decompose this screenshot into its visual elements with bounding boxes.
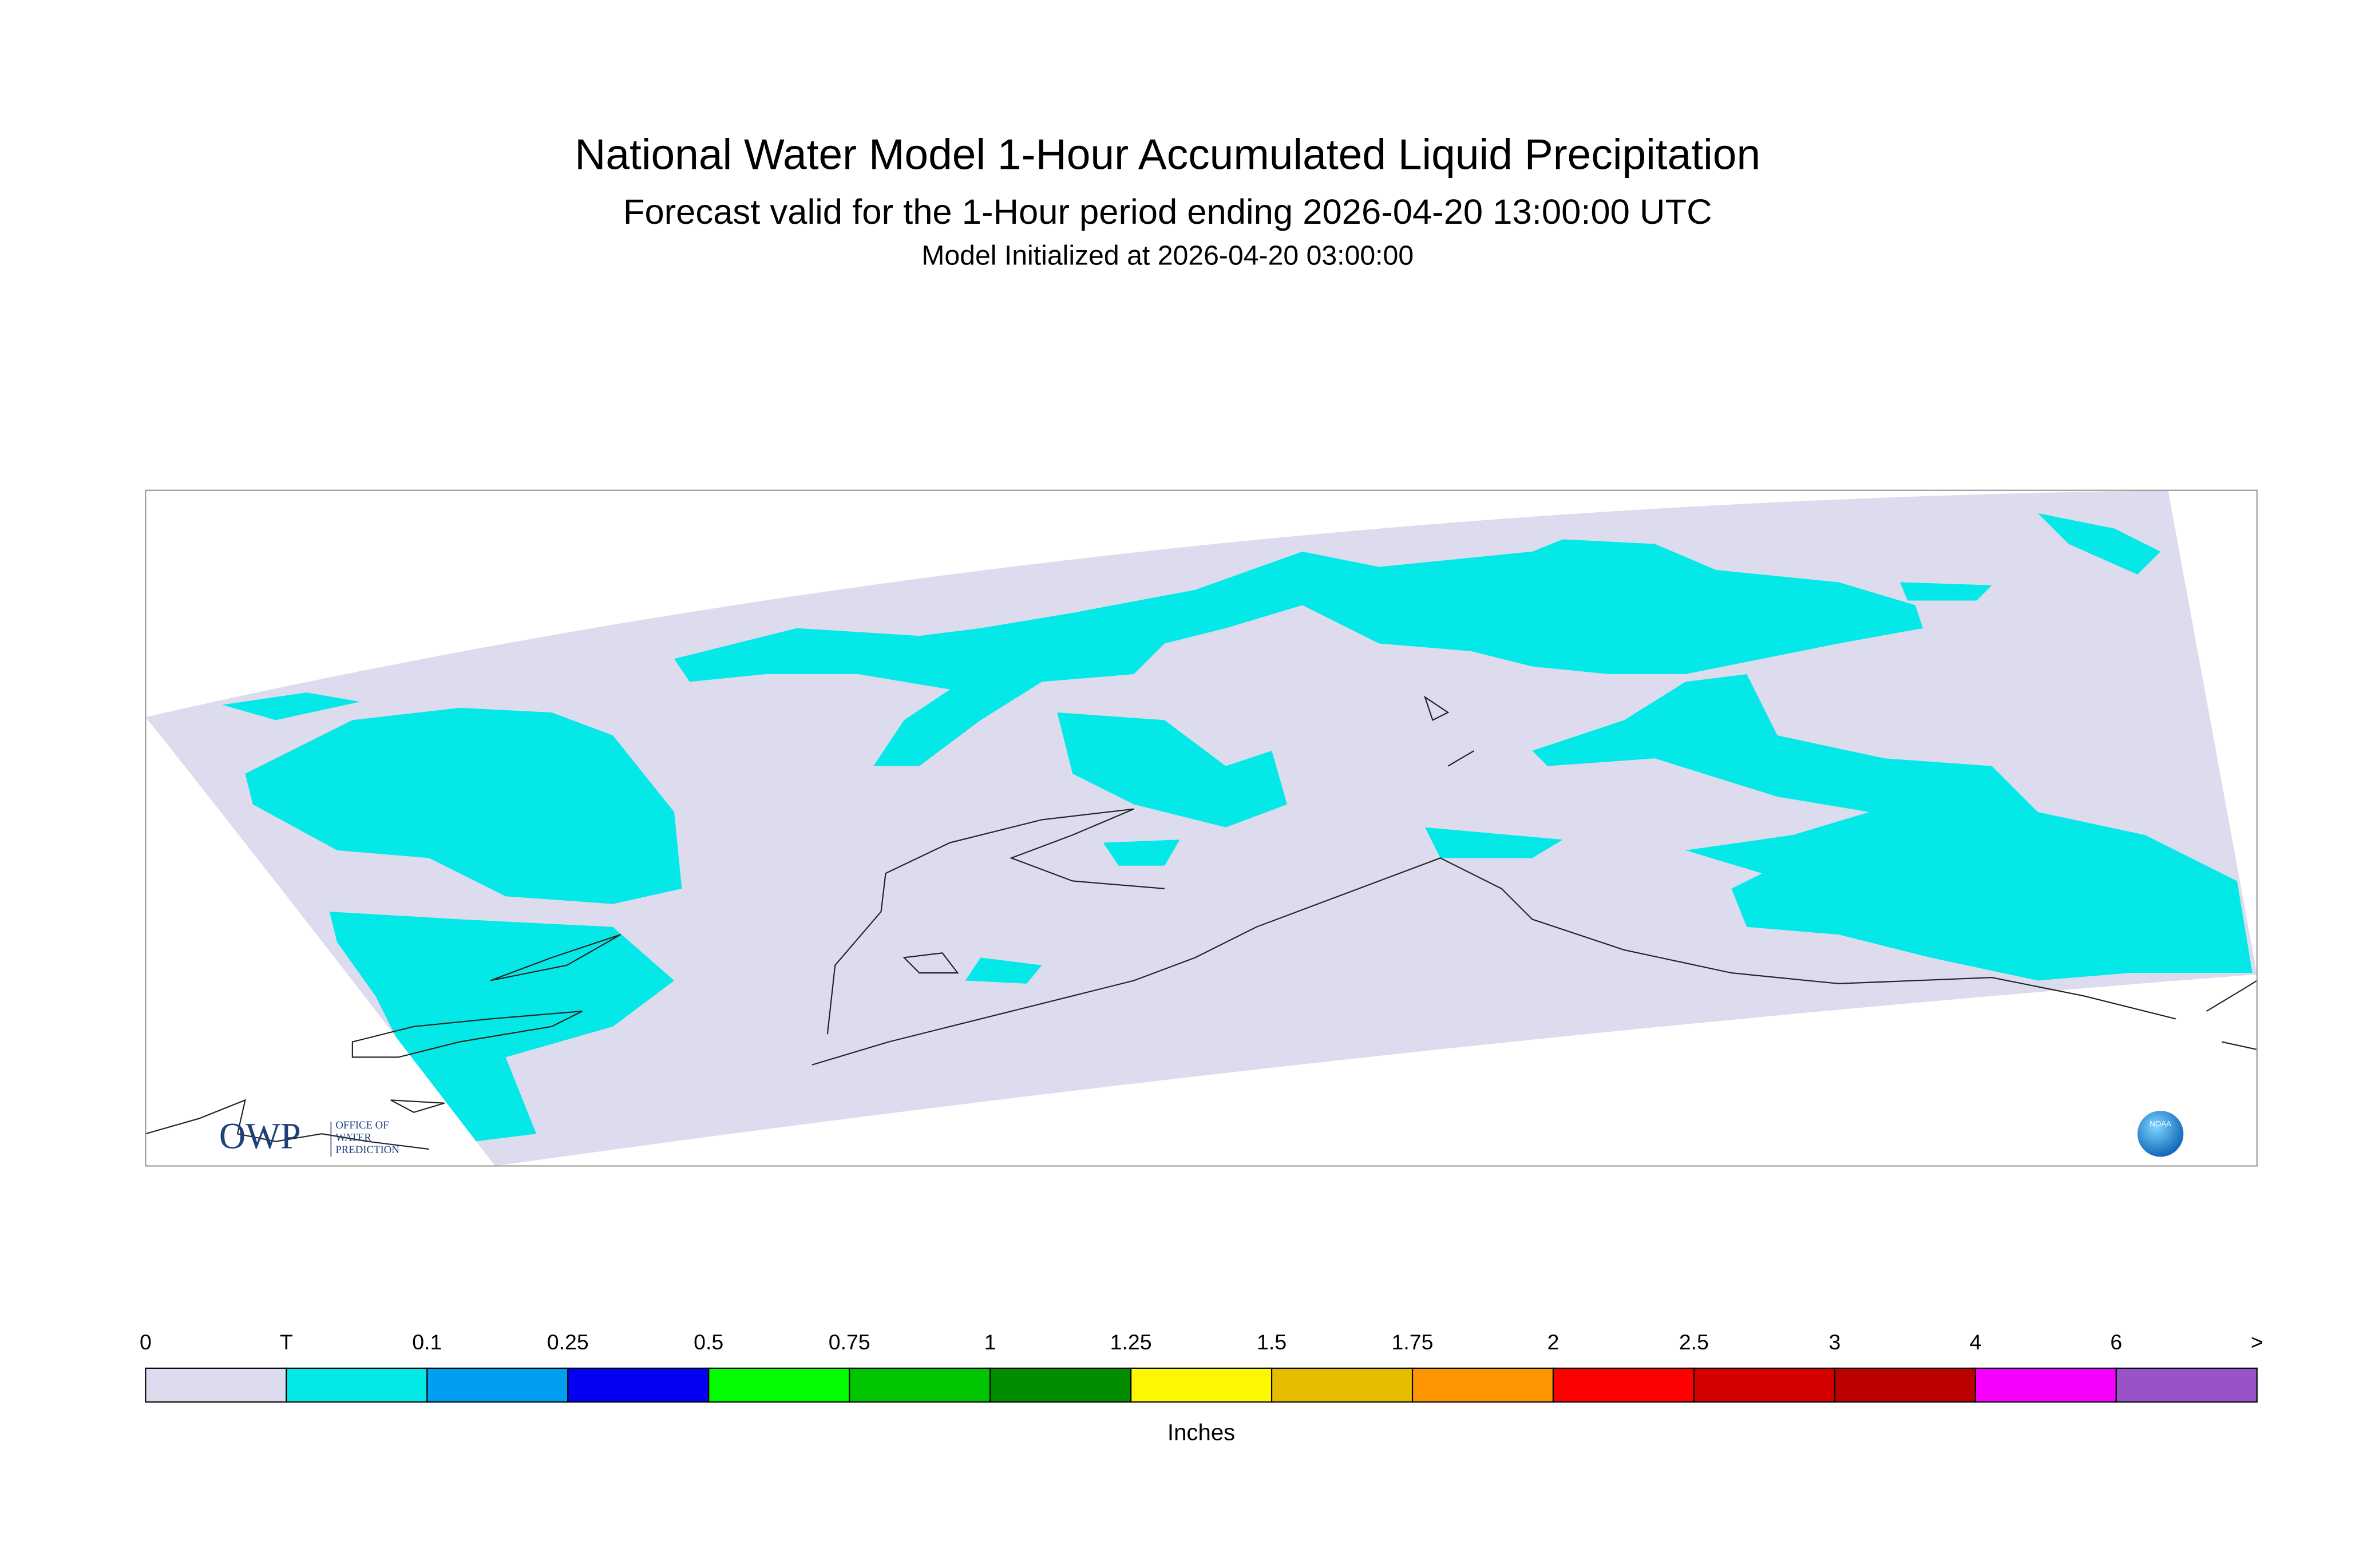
precip-area	[1899, 582, 1992, 601]
precip-area	[329, 912, 675, 1142]
owp-logo: OWP	[219, 1116, 301, 1157]
colorbar-label: 2	[1547, 1330, 1559, 1354]
colorbar-swatch	[1552, 1367, 1695, 1403]
colorbar-swatch	[145, 1367, 287, 1403]
coastlines	[145, 695, 2258, 1150]
colorbar-swatch	[426, 1367, 569, 1403]
coastline	[2206, 980, 2258, 1051]
precip-area	[222, 692, 361, 720]
colorbar-swatch	[849, 1367, 991, 1403]
precip-area	[965, 957, 1042, 984]
colorbar-label: 3	[1828, 1330, 1840, 1354]
colorbar-label: 2.5	[1679, 1330, 1709, 1354]
colorbar-label: 0.1	[412, 1330, 442, 1354]
owp-line: PREDICTION	[335, 1144, 399, 1156]
colorbar-swatch	[286, 1367, 428, 1403]
coastline	[902, 952, 959, 974]
colorbar-label: 0.75	[829, 1330, 870, 1354]
coastline	[490, 934, 621, 981]
colorbar-swatch	[1974, 1367, 2117, 1403]
noaa-text: NOAA	[2150, 1120, 2171, 1129]
precip-area	[674, 539, 1923, 766]
colorbar-label: 0	[140, 1330, 152, 1354]
colorbar: 0 T 0.1 0.25 0.5 0.75 1 1.25 1.5 1.75 2 2.5 3 4 6 >	[140, 1330, 2263, 1403]
precip-area	[245, 707, 682, 904]
colorbar-label: T	[280, 1330, 293, 1354]
colorbar-swatch	[989, 1367, 1132, 1403]
colorbar-swatch	[567, 1367, 710, 1403]
colorbar-swatch	[1130, 1367, 1273, 1403]
colorbar-swatch	[1834, 1367, 1976, 1403]
precip-area	[2037, 513, 2161, 575]
coastline	[826, 808, 1165, 1035]
noaa-logo	[2137, 1111, 2184, 1157]
coastline	[351, 1010, 583, 1058]
colorbar-label: 1	[984, 1330, 996, 1354]
colorbar-label: 6	[2110, 1330, 2122, 1354]
coastline	[812, 857, 2176, 1066]
colorbar-label: 0.5	[694, 1330, 723, 1354]
coastline	[1447, 750, 1475, 767]
precip-area	[1424, 827, 1563, 858]
colorbar-label: 0.25	[547, 1330, 589, 1354]
colorbar-swatch	[1693, 1367, 1835, 1403]
precip-area	[1532, 674, 2253, 981]
colorbar-unit: Inches	[1167, 1420, 1235, 1446]
subtitle: Forecast valid for the 1-Hour period end…	[623, 192, 1712, 232]
coastline	[1423, 695, 1450, 721]
colorbar-label: 1.75	[1392, 1330, 1434, 1354]
owp-line: WATER	[335, 1132, 371, 1144]
coastline	[390, 1099, 445, 1113]
colorbar-swatch	[1271, 1367, 1414, 1403]
colorbar-label: >	[2251, 1330, 2263, 1354]
map-frame	[145, 489, 2258, 1167]
title: National Water Model 1-Hour Accumulated …	[575, 130, 1760, 179]
colorbar-label: 4	[1969, 1330, 1981, 1354]
colorbar-swatch	[2115, 1367, 2258, 1403]
colorbar-label: 1.25	[1110, 1330, 1152, 1354]
colorbar-swatch	[1411, 1367, 1554, 1403]
colorbar-label: 1.5	[1257, 1330, 1287, 1354]
precip-area	[1057, 712, 1288, 827]
map: OWP OFFICE OF WATER PREDICTION NOAA	[145, 489, 2258, 1167]
precip-area	[1103, 840, 1180, 866]
precip-areas	[222, 513, 2253, 1142]
owp-line: OFFICE OF	[335, 1119, 389, 1131]
coastline	[145, 1099, 429, 1150]
init-time: Model Initialized at 2026-04-20 03:00:00	[921, 240, 1414, 271]
colorbar-swatch	[708, 1367, 850, 1403]
